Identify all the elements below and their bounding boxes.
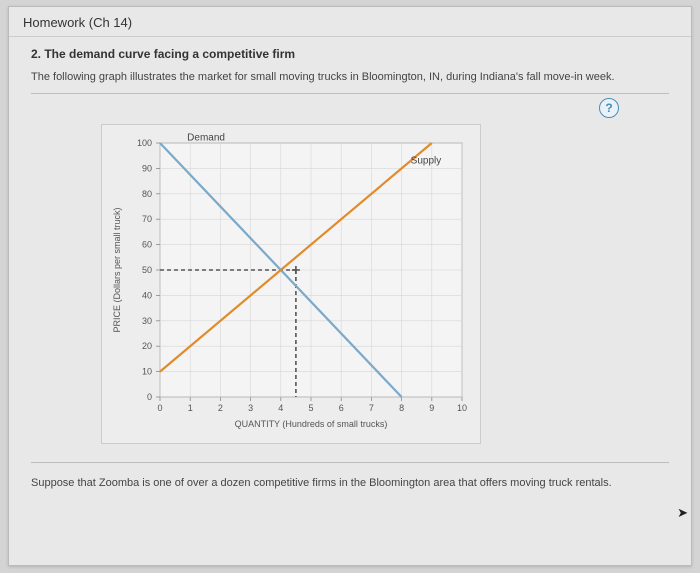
svg-text:6: 6 <box>339 403 344 413</box>
question-footer: Suppose that Zoomba is one of over a doz… <box>31 477 669 489</box>
svg-text:QUANTITY (Hundreds of small tr: QUANTITY (Hundreds of small trucks) <box>235 419 388 429</box>
svg-text:40: 40 <box>142 290 152 300</box>
chart-container: ? 0123456789100102030405060708090100QUAN… <box>31 94 669 454</box>
svg-text:70: 70 <box>142 214 152 224</box>
help-icon[interactable]: ? <box>599 98 619 118</box>
svg-text:9: 9 <box>429 403 434 413</box>
svg-text:100: 100 <box>137 138 152 148</box>
svg-text:1: 1 <box>188 403 193 413</box>
svg-text:90: 90 <box>142 163 152 173</box>
svg-text:4: 4 <box>278 403 283 413</box>
svg-text:20: 20 <box>142 341 152 351</box>
svg-text:Supply: Supply <box>411 155 442 166</box>
svg-text:3: 3 <box>248 403 253 413</box>
svg-text:2: 2 <box>218 403 223 413</box>
svg-text:PRICE (Dollars per small truck: PRICE (Dollars per small truck) <box>112 207 122 332</box>
svg-text:30: 30 <box>142 316 152 326</box>
svg-text:0: 0 <box>157 403 162 413</box>
svg-text:10: 10 <box>142 367 152 377</box>
svg-text:10: 10 <box>457 403 467 413</box>
question-title: 2. The demand curve facing a competitive… <box>31 47 669 61</box>
divider-bottom <box>31 462 669 463</box>
svg-text:5: 5 <box>308 403 313 413</box>
homework-header: Homework (Ch 14) <box>9 7 691 37</box>
svg-text:Demand: Demand <box>187 132 225 143</box>
cursor-icon: ➤ <box>677 505 688 521</box>
question-description: The following graph illustrates the mark… <box>31 71 669 83</box>
svg-text:0: 0 <box>147 392 152 402</box>
svg-text:7: 7 <box>369 403 374 413</box>
svg-text:80: 80 <box>142 189 152 199</box>
svg-text:8: 8 <box>399 403 404 413</box>
supply-demand-chart: 0123456789100102030405060708090100QUANTI… <box>101 124 481 444</box>
svg-text:50: 50 <box>142 265 152 275</box>
svg-text:60: 60 <box>142 240 152 250</box>
